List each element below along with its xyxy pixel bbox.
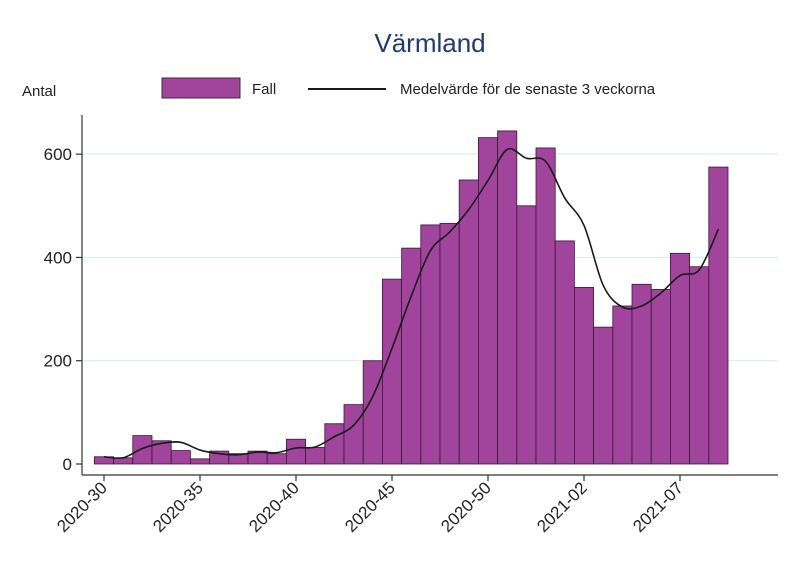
chart-title: Värmland (374, 28, 485, 58)
bars (94, 130, 729, 465)
y-tick-label: 0 (63, 455, 72, 474)
bar (593, 326, 614, 465)
bar (574, 286, 595, 465)
bar (535, 147, 556, 465)
y-axis-label: Antal (22, 83, 56, 100)
average-line-layer (103, 147, 720, 460)
x-tick-label: 2020-45 (341, 478, 399, 536)
bar (458, 179, 479, 465)
bar (689, 266, 710, 465)
y-tick-label: 200 (44, 352, 72, 371)
bar (612, 305, 633, 465)
bar (708, 166, 729, 465)
x-tick-label: 2020-30 (53, 478, 111, 536)
x-tick-label: 2020-35 (149, 478, 207, 536)
y-ticks: 0 200 400 600 (44, 145, 82, 474)
average-line (103, 147, 720, 460)
x-ticks: 2020-30 2020-35 2020-40 2020-45 2020-50 2021-… (53, 475, 687, 536)
legend-line-label: Medelvärde för de senaste 3 veckorna (400, 81, 656, 98)
y-tick-label: 400 (44, 248, 72, 267)
y-tick-label: 600 (44, 145, 72, 164)
legend-bar-label: Fall (252, 81, 276, 98)
x-tick-label: 2020-50 (437, 478, 495, 536)
legend-bar-swatch (161, 77, 241, 99)
bar (420, 224, 441, 465)
bar (266, 453, 287, 465)
bar (324, 423, 345, 465)
x-tick-label: 2020-40 (245, 478, 303, 536)
bar (381, 278, 402, 465)
bar (362, 360, 383, 465)
bar (285, 438, 306, 465)
bar (170, 450, 191, 465)
bar (631, 283, 652, 465)
legend: Fall Medelvärde för de senaste 3 veckorn… (161, 77, 656, 99)
bar (670, 252, 691, 465)
bar (650, 289, 671, 465)
bar (439, 222, 460, 465)
bar (497, 130, 518, 465)
x-tick-label: 2021-07 (629, 478, 687, 536)
bar (477, 137, 498, 465)
bar (189, 458, 210, 465)
bar (516, 205, 537, 465)
bar (132, 435, 153, 465)
bar (554, 240, 575, 465)
axes (81, 115, 778, 476)
x-tick-label: 2021-02 (533, 478, 591, 536)
bar (343, 404, 364, 465)
bar (305, 447, 326, 465)
